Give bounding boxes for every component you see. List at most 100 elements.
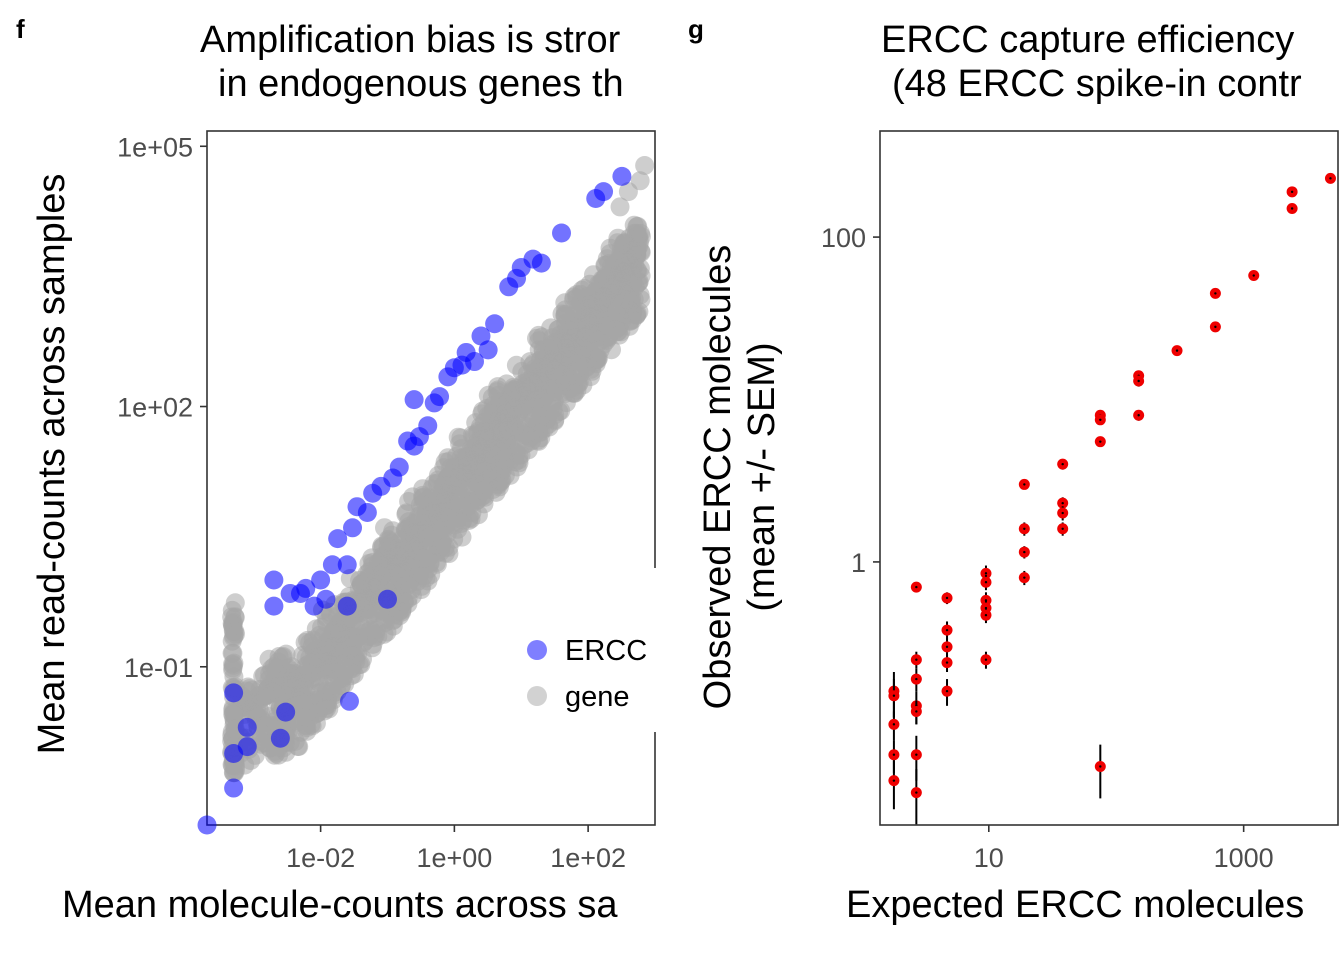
panel-g-y-axis-title-line2: (mean +/- SEM): [741, 342, 783, 612]
gene-point: [474, 481, 494, 501]
gene-point: [386, 546, 406, 566]
x-tick-label: 1e-02: [286, 843, 355, 873]
ercc-point: [264, 596, 284, 616]
data-point-center: [1061, 527, 1064, 530]
panel-f-title-line2: in endogenous genes th: [218, 63, 624, 105]
ercc-point: [264, 570, 284, 590]
panel-g-y-axis-title: Observed ERCC molecules (mean +/- SEM): [696, 212, 784, 742]
ercc-point: [296, 578, 316, 598]
legend-label-ercc: ERCC: [565, 635, 647, 667]
gene-point: [270, 666, 290, 686]
gene-point: [511, 381, 531, 401]
data-point-center: [915, 658, 918, 661]
ercc-point: [311, 570, 331, 590]
gene-point: [618, 182, 638, 202]
data-point-center: [1099, 418, 1102, 421]
ercc-point: [594, 182, 614, 202]
ercc-point: [322, 555, 342, 575]
data-point-center: [892, 723, 896, 726]
data-point-center: [1061, 511, 1064, 515]
gene-point: [602, 278, 622, 297]
data-point-center: [1175, 349, 1179, 352]
ercc-point: [328, 529, 348, 549]
gene-point: [581, 367, 600, 387]
data-point-center: [892, 779, 896, 782]
ercc-point: [612, 166, 632, 186]
panel-g-title-line2: (48 ERCC spike-in contr: [892, 63, 1302, 105]
panel-g-y-axis-title-line1: Observed ERCC molecules: [697, 244, 739, 710]
data-point-center: [915, 753, 918, 756]
panel-g: g ERCC capture efficiency (48 ERCC spike…: [678, 0, 1344, 960]
data-point-center: [945, 628, 949, 632]
x-tick-label: 1e+00: [416, 843, 492, 873]
ercc-point: [485, 314, 505, 334]
x-tick-label: 1000: [1214, 843, 1274, 873]
panel-g-x-axis-title: Expected ERCC molecules: [846, 884, 1305, 926]
gene-point: [312, 617, 332, 637]
gene-point: [317, 681, 336, 701]
panel-f-border: [206, 130, 656, 826]
ercc-point: [237, 737, 257, 757]
gene-point: [529, 325, 549, 345]
y-tick-label: 1e+02: [117, 393, 193, 423]
gene-point: [489, 477, 509, 497]
gene-point: [288, 677, 308, 696]
ercc-point: [418, 416, 438, 436]
data-point-center: [1099, 440, 1102, 443]
legend-key-gene: [527, 686, 547, 706]
gene-point: [575, 327, 595, 347]
legend-key-ercc: [527, 640, 547, 660]
data-point-center: [984, 613, 988, 617]
gene-point: [223, 616, 243, 636]
data-point-center: [984, 572, 988, 575]
gene-point: [630, 285, 650, 305]
panel-g-plot: 10 1000 1 100: [821, 130, 1339, 873]
gene-point: [635, 156, 655, 176]
ercc-point: [404, 390, 424, 410]
gene-point: [447, 484, 467, 504]
ercc-point: [343, 518, 363, 538]
data-point-center: [892, 694, 896, 697]
ercc-point: [237, 717, 257, 737]
data-point-center: [945, 661, 949, 664]
panel-g-title-line1: ERCC capture efficiency: [881, 19, 1295, 61]
data-point-center: [892, 753, 896, 756]
data-point-center: [915, 710, 918, 713]
gene-point: [543, 336, 563, 356]
data-point-center: [1252, 274, 1255, 277]
gene-point: [435, 537, 455, 557]
panel-f-x-axis-title: Mean molecule-counts across sa: [62, 884, 618, 926]
gene-point: [630, 259, 650, 278]
legend-label-gene: gene: [565, 681, 630, 713]
gene-point: [610, 197, 630, 217]
gene-point: [392, 602, 412, 622]
data-point-center: [1023, 576, 1026, 579]
gene-point: [492, 442, 512, 462]
data-point-center: [1023, 550, 1026, 554]
gene-point: [627, 239, 647, 258]
gene-point: [319, 636, 338, 656]
panel-f: f Amplification bias is stror in endogen…: [16, 14, 656, 926]
gene-point: [615, 289, 635, 309]
data-point-center: [945, 645, 949, 649]
panel-g-border: [879, 130, 1339, 826]
data-point-center: [1137, 379, 1140, 383]
ercc-point: [357, 503, 377, 523]
ercc-capture-points: [888, 172, 1336, 825]
gene-point: [223, 658, 243, 678]
gene-point: [418, 528, 438, 548]
gene-point: [340, 638, 360, 658]
gene-point: [226, 701, 246, 721]
data-point-center: [915, 791, 918, 794]
ercc-point: [531, 253, 551, 273]
data-point-center: [945, 596, 949, 600]
data-point-center: [984, 658, 988, 661]
gene-point: [522, 423, 542, 443]
panel-f-y-axis-title: Mean read-counts across samples: [31, 173, 73, 755]
gene-point: [344, 613, 364, 633]
ercc-point: [337, 596, 357, 616]
gene-point: [556, 371, 576, 391]
gene-point: [507, 457, 527, 477]
x-tick-label: 1e+02: [550, 843, 626, 873]
gene-point: [614, 263, 634, 283]
